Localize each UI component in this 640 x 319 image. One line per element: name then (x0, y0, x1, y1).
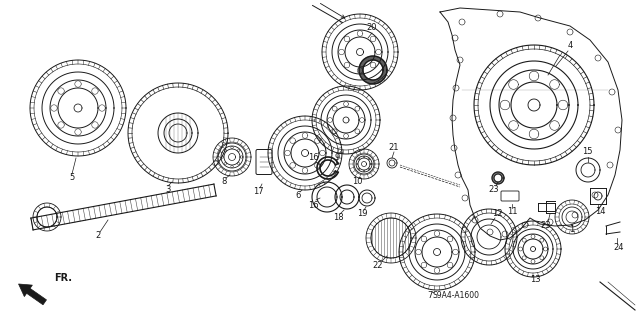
Text: 6: 6 (295, 191, 301, 201)
Text: 8: 8 (221, 177, 227, 187)
Text: 14: 14 (595, 207, 605, 217)
Text: 1: 1 (570, 226, 575, 234)
Text: 18: 18 (333, 213, 343, 222)
Text: 4: 4 (568, 41, 573, 50)
Text: 7: 7 (428, 292, 433, 300)
Text: 12: 12 (492, 209, 502, 218)
Text: FR.: FR. (54, 273, 72, 283)
Text: 9: 9 (334, 153, 340, 162)
Text: 21: 21 (388, 143, 399, 152)
Text: 16: 16 (308, 201, 318, 210)
Text: 24: 24 (614, 243, 624, 253)
Text: 23: 23 (489, 186, 499, 195)
FancyBboxPatch shape (501, 191, 519, 201)
Text: S9A4-A1600: S9A4-A1600 (433, 292, 479, 300)
Text: 22: 22 (372, 261, 383, 270)
Text: 19: 19 (356, 210, 367, 219)
Polygon shape (19, 284, 47, 305)
Text: 2: 2 (95, 232, 100, 241)
Text: 13: 13 (530, 276, 540, 285)
Text: 23: 23 (541, 220, 551, 229)
FancyBboxPatch shape (256, 150, 272, 174)
Text: 3: 3 (165, 186, 171, 195)
Text: 15: 15 (582, 147, 592, 157)
Text: 20: 20 (367, 24, 377, 33)
Text: 17: 17 (253, 188, 263, 197)
Text: 5: 5 (69, 174, 75, 182)
Text: 16: 16 (308, 153, 318, 162)
Text: 11: 11 (507, 207, 517, 217)
Text: 10: 10 (352, 177, 362, 187)
